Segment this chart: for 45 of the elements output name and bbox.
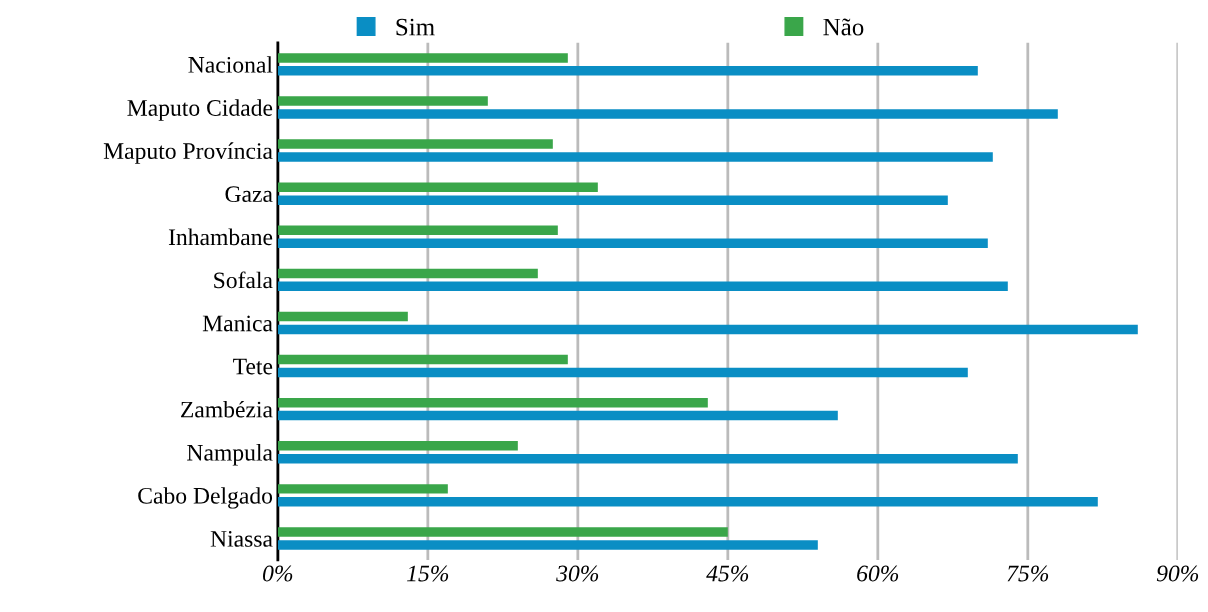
bar [277,397,708,408]
bar [277,53,568,63]
bar [277,410,838,421]
bar [277,238,988,248]
bar [277,182,598,192]
y-tick-label: Manica [202,315,273,332]
bar [277,66,978,76]
x-tick-label: 15% [407,565,449,582]
bar [277,441,518,451]
y-tick-label: Cabo Delgado [138,487,273,509]
bar [277,96,488,106]
x-tick-label: 90% [1156,565,1199,582]
y-tick-label: Tete [233,358,273,375]
x-tick-label: 0% [263,565,293,582]
y-tick-label: Nampula [187,444,273,466]
bar [277,367,968,378]
bar [277,139,553,149]
y-tick-label: Nacional [188,56,273,73]
bar [277,453,1018,464]
y-tick-label: Maputo Província [103,142,273,164]
x-tick-label: 60% [857,565,899,582]
x-tick-label: 45% [706,565,749,582]
bar [277,281,1008,292]
y-tick-label: Niassa [210,530,273,547]
bar [277,225,558,236]
bar [277,540,818,550]
x-tick-label: 75% [1007,565,1049,582]
y-tick-label: Inhambane [168,228,273,246]
y-tick-label: Maputo Cidade [127,99,273,121]
bar [277,152,993,162]
legend-label: Sim [396,18,435,36]
bar [277,497,1098,507]
bar [277,354,568,365]
bar [277,195,948,205]
y-tick-label: Gaza [225,186,273,203]
legend-label: Não [823,18,864,36]
bar [277,527,728,537]
y-tick-label: Zambézia [181,400,273,418]
x-tick-label: 30% [556,565,599,582]
bar [277,484,448,494]
bar [277,268,538,279]
y-tick-label: Sofala [214,271,273,289]
bar [277,324,1138,335]
bar [277,109,1058,119]
bar [277,311,408,322]
